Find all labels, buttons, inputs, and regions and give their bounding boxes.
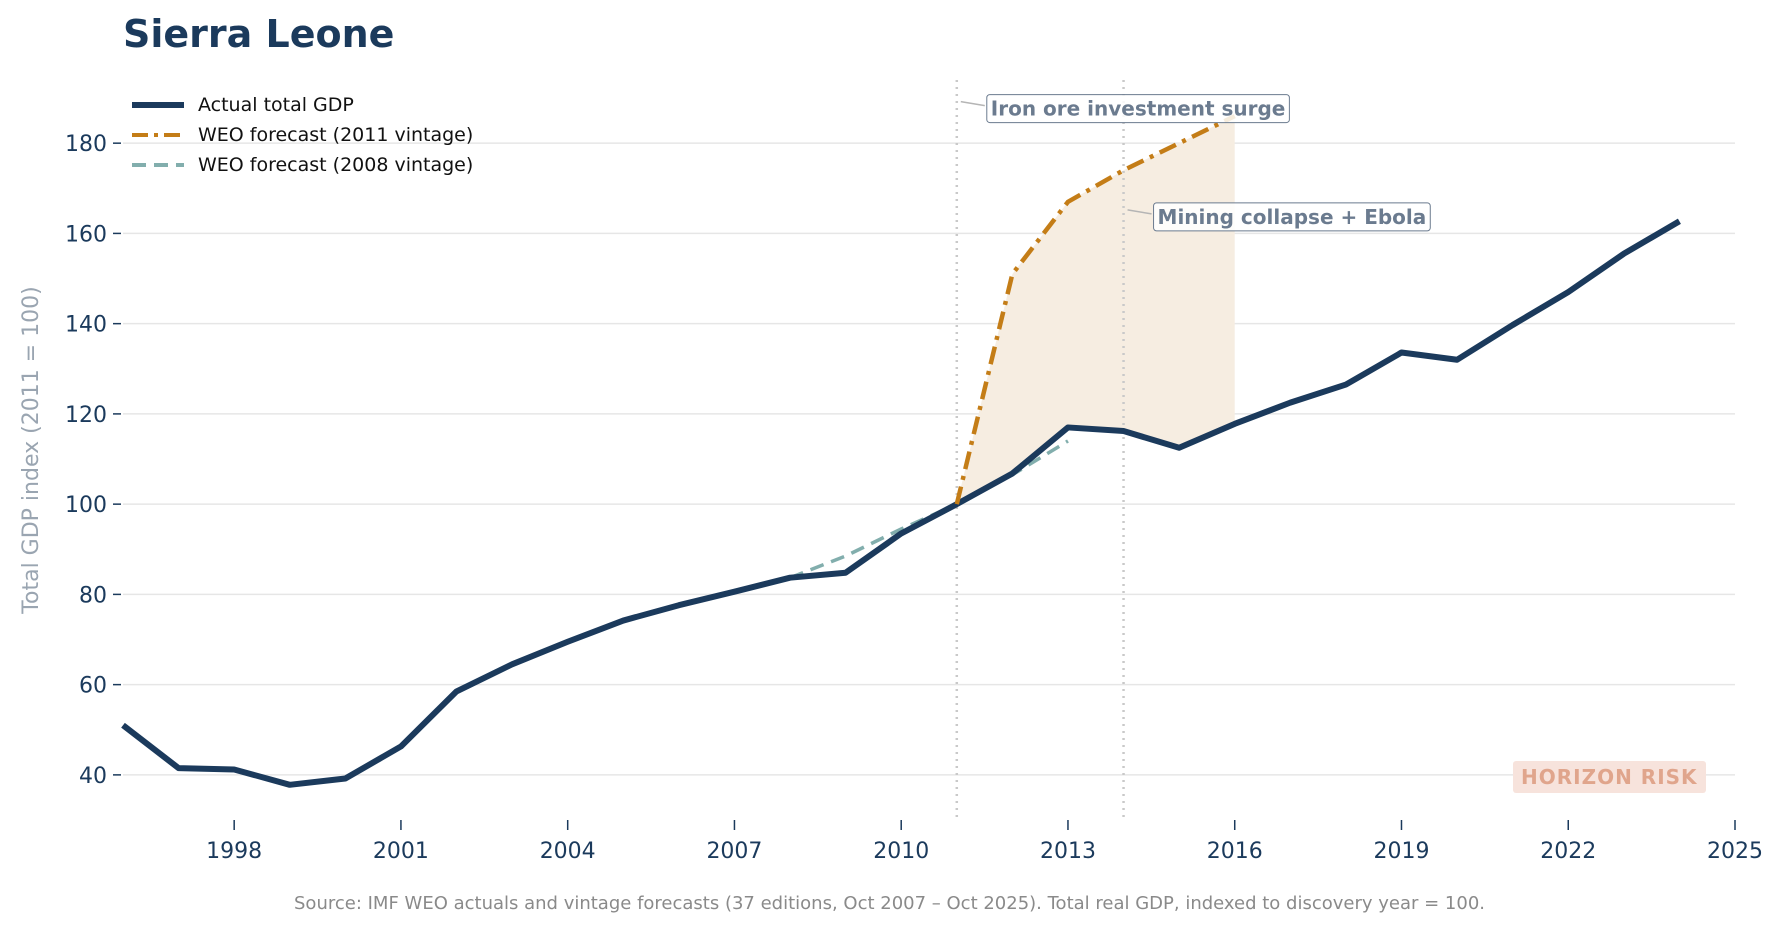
x-tick-label-2022: 2022 [1540,839,1596,864]
y-tick-label-100: 100 [65,493,107,518]
legend-swatch-forecast-2011 [132,133,184,137]
y-tick-label-120: 120 [65,403,107,428]
legend-label-actual: Actual total GDP [198,94,354,116]
chart-title: Sierra Leone [123,12,395,56]
annotation-box-0 [986,94,1290,124]
x-tick-label-2001: 2001 [373,839,429,864]
x-tick-label-2025: 2025 [1707,839,1763,864]
x-tick-label-2019: 2019 [1373,839,1429,864]
legend-swatch-actual [132,102,184,108]
annotation-text-1: Mining collapse + Ebola [1158,205,1427,229]
y-tick-label-40: 40 [79,764,107,789]
legend-item-actual: Actual total GDP [130,90,473,120]
annotation-leader-1 [1127,209,1152,215]
x-tick-label-2004: 2004 [540,839,596,864]
x-tick-label-1998: 1998 [206,839,262,864]
series-line-forecast-2008 [789,439,1069,580]
y-tick-label-160: 160 [65,222,107,247]
legend-label-forecast-2008: WEO forecast (2008 vintage) [198,154,474,176]
y-tick-label-60: 60 [79,674,107,699]
brand-watermark: HORIZON RISK [1513,761,1706,793]
chart-legend: Actual total GDP WEO forecast (2011 vint… [130,90,473,180]
y-tick-label-180: 180 [65,132,107,157]
x-tick-label-2007: 2007 [706,839,762,864]
x-tick-label-2013: 2013 [1040,839,1096,864]
annotation-leader-0 [960,100,985,107]
legend-label-forecast-2011: WEO forecast (2011 vintage) [198,124,474,146]
series-line-forecast-2011 [954,114,1236,505]
y-tick-label-140: 140 [65,313,107,338]
legend-swatch-forecast-2008 [132,163,184,167]
y-axis-label: Total GDP index (2011 = 100) [19,286,44,614]
x-tick-label-2010: 2010 [873,839,929,864]
annotation-text-0: Iron ore investment surge [991,97,1286,121]
forecast-gap-shading [956,116,1235,505]
legend-item-forecast-2008: WEO forecast (2008 vintage) [130,150,473,180]
series-line-actual [121,218,1681,788]
legend-item-forecast-2011: WEO forecast (2011 vintage) [130,120,473,150]
annotation-box-1 [1153,202,1431,232]
source-note: Source: IMF WEO actuals and vintage fore… [294,893,1485,914]
x-tick-label-2016: 2016 [1207,839,1263,864]
y-tick-label-80: 80 [79,583,107,608]
